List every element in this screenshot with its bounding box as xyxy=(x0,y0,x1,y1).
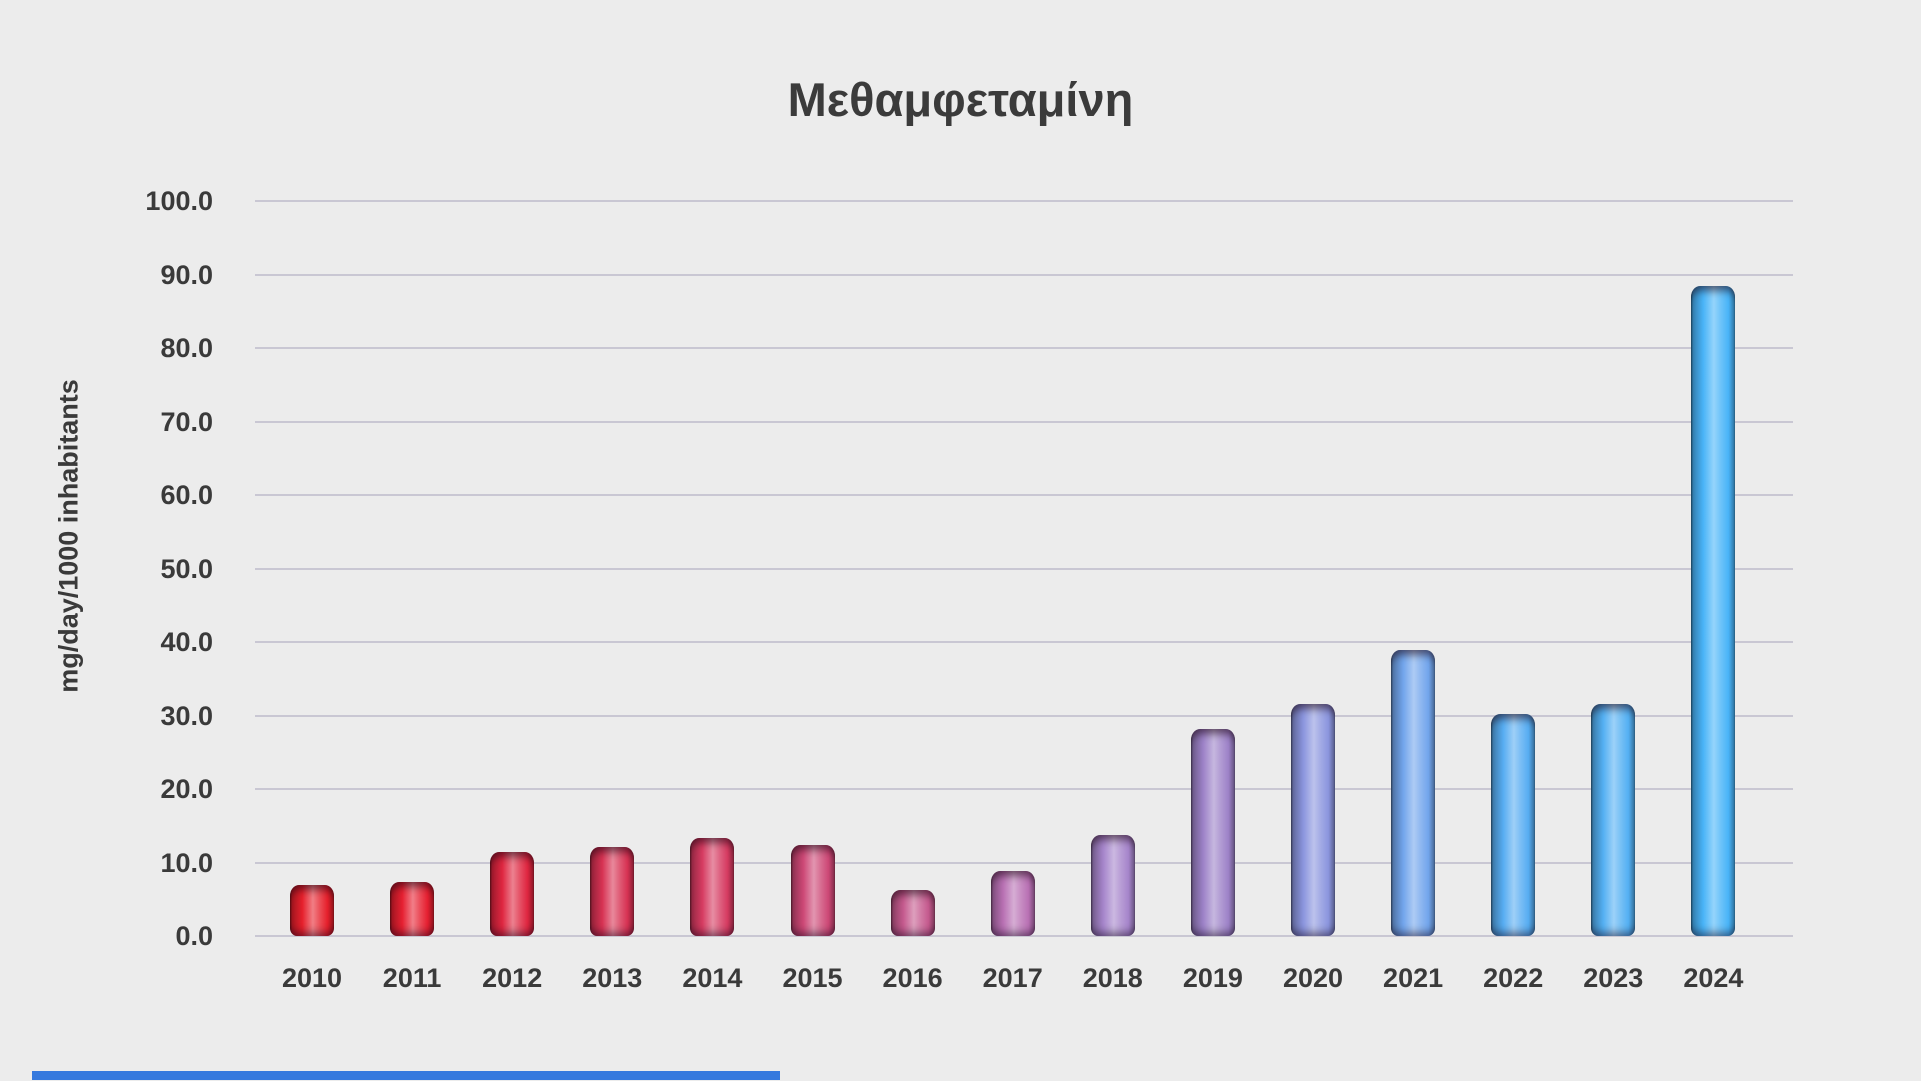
x-tick-label-2022: 2022 xyxy=(1483,963,1544,993)
y-tick-label-100: 100.0 xyxy=(145,186,213,216)
y-tick-label-80: 80.0 xyxy=(160,333,213,363)
y-tick-label-50: 50.0 xyxy=(160,553,213,584)
bar-2021 xyxy=(1391,650,1436,936)
bar-2016 xyxy=(890,889,935,936)
y-tick-label-90: 90.0 xyxy=(160,259,213,290)
plot-area xyxy=(255,200,1793,937)
bar-2019 xyxy=(1190,728,1235,936)
bar-2013 xyxy=(590,847,635,936)
x-tick-label-2019: 2019 xyxy=(1182,963,1243,993)
gridline-50 xyxy=(255,567,1793,570)
y-tick-label-70: 70.0 xyxy=(160,406,213,437)
bar-2011 xyxy=(390,881,435,936)
gridline-60 xyxy=(255,494,1793,496)
gridline-0 xyxy=(255,935,1793,937)
gridline-20 xyxy=(255,788,1793,790)
x-tick-label-2012: 2012 xyxy=(482,963,543,993)
y-tick-label-20: 20.0 xyxy=(160,774,213,804)
x-tick-label-2015: 2015 xyxy=(782,963,843,993)
bar-2017 xyxy=(990,870,1035,936)
bar-2014 xyxy=(690,838,735,936)
y-tick-label-40: 40.0 xyxy=(160,627,213,657)
bar-2024 xyxy=(1691,286,1736,936)
bar-2010 xyxy=(290,885,334,936)
bar-2012 xyxy=(490,852,535,936)
x-tick-label-2017: 2017 xyxy=(982,963,1043,993)
x-tick-label-2014: 2014 xyxy=(682,963,743,993)
gridline-30 xyxy=(255,714,1793,717)
x-tick-label-2024: 2024 xyxy=(1683,963,1744,993)
bottom-accent-bar xyxy=(32,1071,780,1080)
gridline-40 xyxy=(255,641,1793,643)
bar-2023 xyxy=(1591,704,1636,936)
bar-2020 xyxy=(1291,704,1335,936)
x-tick-label-2021: 2021 xyxy=(1383,963,1444,993)
y-tick-label-0: 0.0 xyxy=(175,921,213,951)
y-tick-label-30: 30.0 xyxy=(160,700,213,731)
gridline-100 xyxy=(255,200,1793,202)
y-tick-label-60: 60.0 xyxy=(160,480,213,510)
chart-title: Μεθαμφεταμίνη xyxy=(787,73,1134,126)
gridline-10 xyxy=(255,861,1793,864)
x-tick-label-2010: 2010 xyxy=(281,963,343,993)
x-tick-label-2018: 2018 xyxy=(1082,963,1143,993)
y-tick-label-10: 10.0 xyxy=(160,847,213,878)
x-tick-label-2016: 2016 xyxy=(882,963,943,993)
bar-2015 xyxy=(790,844,835,936)
x-tick-label-2020: 2020 xyxy=(1282,963,1344,993)
bar-2018 xyxy=(1090,835,1135,936)
bar-2022 xyxy=(1491,714,1536,936)
x-tick-label-2023: 2023 xyxy=(1583,963,1644,993)
gridline-90 xyxy=(255,273,1793,276)
x-tick-label-2013: 2013 xyxy=(582,963,643,993)
gridline-80 xyxy=(255,347,1793,349)
gridline-70 xyxy=(255,420,1793,423)
x-tick-label-2011: 2011 xyxy=(382,963,442,993)
